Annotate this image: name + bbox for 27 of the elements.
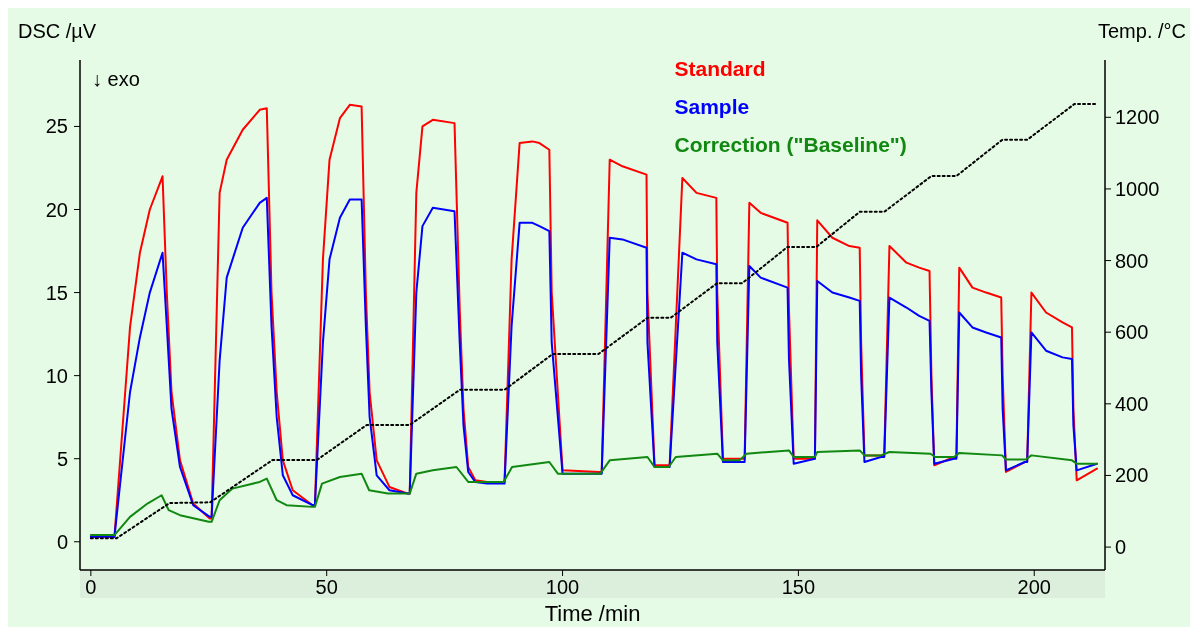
x-tick-label: 50 — [315, 576, 338, 598]
x-tick-label: 0 — [85, 576, 97, 598]
y-tick-label: 15 — [45, 281, 68, 304]
y2-tick-label: 200 — [1115, 464, 1149, 487]
y-tick-label: 25 — [45, 115, 68, 138]
x-tick-label: 150 — [781, 576, 816, 598]
y2-tick-label: 800 — [1115, 249, 1149, 272]
x-tick-label: 200 — [1017, 576, 1051, 598]
y-tick-label: 0 — [56, 530, 68, 553]
y2-tick-label: 600 — [1115, 321, 1149, 344]
text: Sample — [674, 95, 750, 118]
y2-tick-label: 1200 — [1115, 106, 1160, 129]
y2-tick-label: 400 — [1115, 392, 1149, 415]
y2-tick-label: 0 — [1115, 536, 1127, 559]
y-tick-label: 10 — [45, 364, 68, 387]
line-series — [89, 449, 1098, 537]
y-axis-title: DSC /µV — [18, 20, 97, 42]
line-series — [89, 196, 1098, 538]
x-tick-label: 100 — [545, 576, 580, 598]
y-tick-label: 20 — [45, 198, 68, 221]
text: Standard — [674, 57, 766, 80]
y2-tick-label: 1000 — [1115, 177, 1160, 200]
annotation: ↓ exo — [92, 68, 140, 90]
x-axis-title: Time /min — [544, 601, 641, 626]
text: Correction ("Baseline") — [674, 133, 907, 156]
y2-axis-title: Temp. /°C — [1097, 20, 1186, 42]
y-tick-label: 5 — [56, 447, 68, 470]
